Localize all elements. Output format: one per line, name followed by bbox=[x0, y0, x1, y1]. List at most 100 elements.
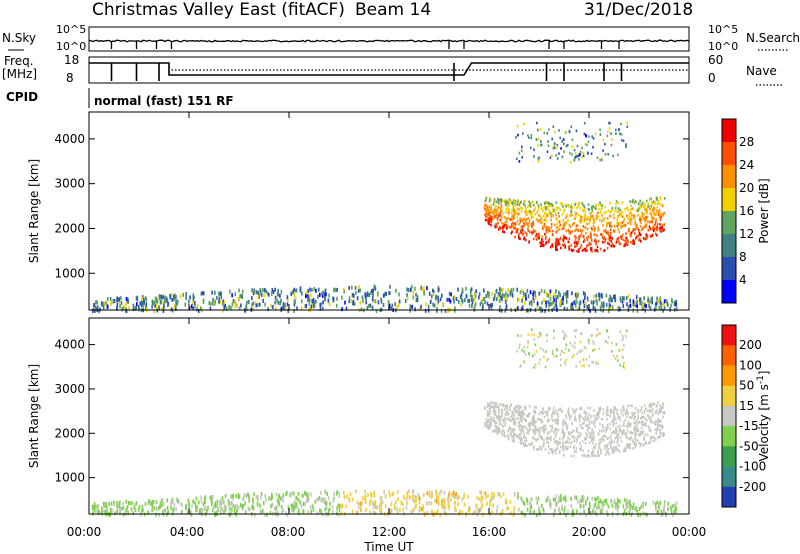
heatmap-cell bbox=[584, 208, 586, 211]
heatmap-cell bbox=[659, 435, 661, 439]
heatmap-cell bbox=[202, 300, 205, 304]
heatmap-cell bbox=[237, 297, 240, 302]
heatmap-cell bbox=[620, 439, 623, 443]
heatmap-cell bbox=[555, 226, 558, 229]
heatmap-cell bbox=[382, 293, 385, 298]
heatmap-cell bbox=[277, 288, 279, 293]
heatmap-cell bbox=[600, 430, 603, 433]
heatmap-cell bbox=[583, 121, 586, 125]
heatmap-cell bbox=[422, 287, 424, 292]
heatmap-cell bbox=[542, 209, 544, 213]
heatmap-cell bbox=[573, 148, 576, 152]
heatmap-cell bbox=[566, 213, 568, 217]
heatmap-cell bbox=[270, 496, 273, 501]
heatmap-cell bbox=[551, 302, 553, 306]
heatmap-cell bbox=[379, 501, 382, 505]
heatmap-cell bbox=[508, 428, 510, 431]
heatmap-cell bbox=[157, 506, 160, 511]
heatmap-cell bbox=[581, 219, 583, 223]
heatmap-cell bbox=[574, 213, 577, 216]
heatmap-cell bbox=[426, 511, 429, 515]
heatmap-cell bbox=[499, 292, 501, 296]
heatmap-cell bbox=[656, 423, 659, 427]
heatmap-cell bbox=[613, 225, 616, 228]
heatmap-cell bbox=[523, 122, 525, 126]
heatmap-cell bbox=[320, 490, 322, 495]
heatmap-cell bbox=[623, 223, 625, 227]
heatmap-cell bbox=[531, 417, 534, 421]
heatmap-cell bbox=[529, 428, 531, 431]
heatmap-cell bbox=[489, 403, 491, 407]
heatmap-cell bbox=[562, 421, 564, 425]
heatmap-cell bbox=[549, 204, 551, 208]
heatmap-cell bbox=[579, 350, 582, 353]
heatmap-cell bbox=[658, 213, 660, 217]
heatmap-cell bbox=[636, 226, 638, 229]
heatmap-cell bbox=[629, 219, 631, 223]
heatmap-cell bbox=[533, 510, 536, 515]
heatmap-cell bbox=[615, 427, 617, 430]
heatmap-cell bbox=[652, 412, 654, 416]
heatmap-cell bbox=[542, 240, 544, 244]
heatmap-cell bbox=[125, 297, 128, 301]
heatmap-cell bbox=[484, 424, 486, 428]
heatmap-cell bbox=[626, 436, 628, 439]
heatmap-cell bbox=[540, 206, 542, 210]
heatmap-cell bbox=[584, 249, 587, 253]
heatmap-cell bbox=[603, 211, 606, 215]
heatmap-cell bbox=[495, 421, 498, 425]
heatmap-cell bbox=[496, 509, 498, 513]
heatmap-cell bbox=[564, 506, 566, 510]
heatmap-cell bbox=[557, 295, 559, 299]
heatmap-cell bbox=[488, 424, 490, 427]
heatmap-cell bbox=[630, 204, 632, 207]
heatmap-cell bbox=[244, 501, 246, 506]
heatmap-cell bbox=[410, 304, 412, 309]
heatmap-cell bbox=[212, 505, 215, 510]
heatmap-cell bbox=[409, 308, 411, 313]
heatmap-cell bbox=[599, 233, 602, 236]
heatmap-cell bbox=[641, 304, 643, 309]
heatmap-cell bbox=[570, 454, 572, 458]
heatmap-cell bbox=[597, 415, 600, 418]
heatmap-cell bbox=[582, 504, 585, 509]
heatmap-cell bbox=[478, 295, 480, 300]
heatmap-cell bbox=[624, 243, 626, 246]
heatmap-cell bbox=[106, 304, 109, 309]
heatmap-cell bbox=[555, 230, 558, 234]
heatmap-cell bbox=[525, 213, 528, 217]
heatmap-cell bbox=[384, 494, 387, 499]
heatmap-cell bbox=[632, 199, 635, 202]
heatmap-cell bbox=[221, 496, 224, 500]
heatmap-cell bbox=[518, 413, 521, 417]
heatmap-cell bbox=[522, 409, 524, 413]
heatmap-cell bbox=[540, 420, 543, 424]
heatmap-cell bbox=[568, 413, 570, 417]
heatmap-cell bbox=[636, 408, 639, 412]
heatmap-cell bbox=[500, 198, 503, 201]
heatmap-cell bbox=[525, 292, 527, 297]
heatmap-cell bbox=[555, 303, 557, 308]
heatmap-cell bbox=[245, 494, 248, 499]
heatmap-cell bbox=[515, 230, 517, 234]
heatmap-cell bbox=[639, 215, 641, 218]
heatmap-cell bbox=[544, 202, 546, 205]
heatmap-cell bbox=[222, 302, 224, 306]
heatmap-cell bbox=[594, 238, 597, 241]
heatmap-cell bbox=[159, 300, 162, 305]
heatmap-cell bbox=[497, 405, 500, 408]
heatmap-cell bbox=[534, 363, 537, 366]
heatmap-cell bbox=[607, 504, 610, 509]
heatmap-cell bbox=[162, 498, 164, 503]
heatmap-cell bbox=[557, 220, 560, 223]
heatmap-cell bbox=[620, 212, 623, 215]
heatmap-cell bbox=[522, 202, 525, 206]
heatmap-cell bbox=[141, 509, 143, 514]
heatmap-cell bbox=[644, 421, 647, 425]
heatmap-cell bbox=[400, 500, 403, 505]
heatmap-cell bbox=[550, 449, 553, 452]
heatmap-cell bbox=[527, 340, 529, 343]
heatmap-cell bbox=[639, 219, 641, 223]
heatmap-cell bbox=[169, 294, 171, 298]
heatmap-cell bbox=[431, 490, 433, 495]
